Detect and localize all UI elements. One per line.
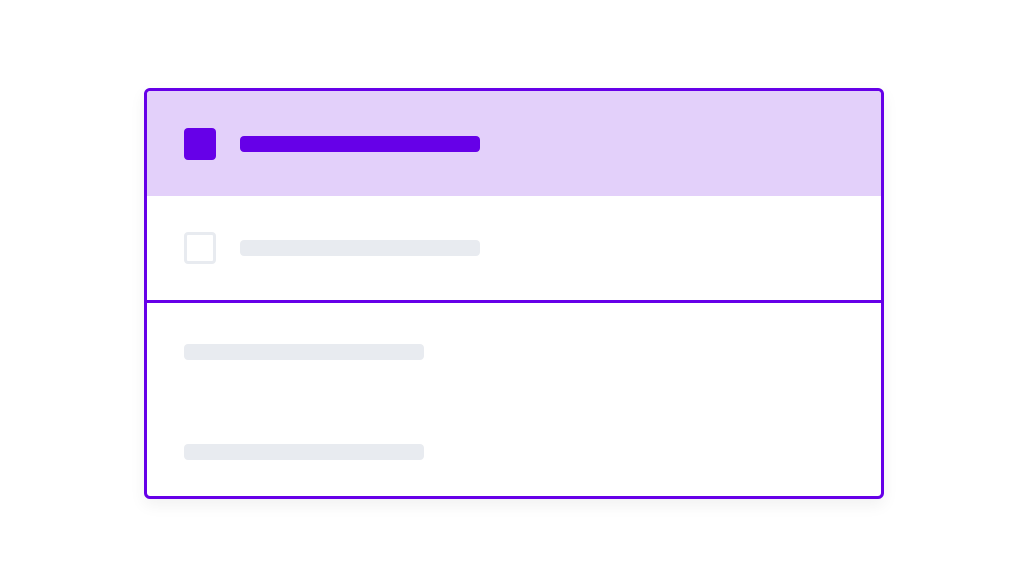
selectable-list-card xyxy=(144,88,884,499)
detail-line-placeholder xyxy=(184,344,424,360)
checkbox-unchecked[interactable] xyxy=(184,232,216,264)
item-label-placeholder xyxy=(240,240,480,256)
detail-line-placeholder xyxy=(184,444,424,460)
item-label-placeholder xyxy=(240,136,480,152)
section-divider xyxy=(147,300,881,303)
list-item[interactable] xyxy=(147,196,881,300)
checkbox-checked[interactable] xyxy=(184,128,216,160)
list-item-selected[interactable] xyxy=(147,91,881,196)
